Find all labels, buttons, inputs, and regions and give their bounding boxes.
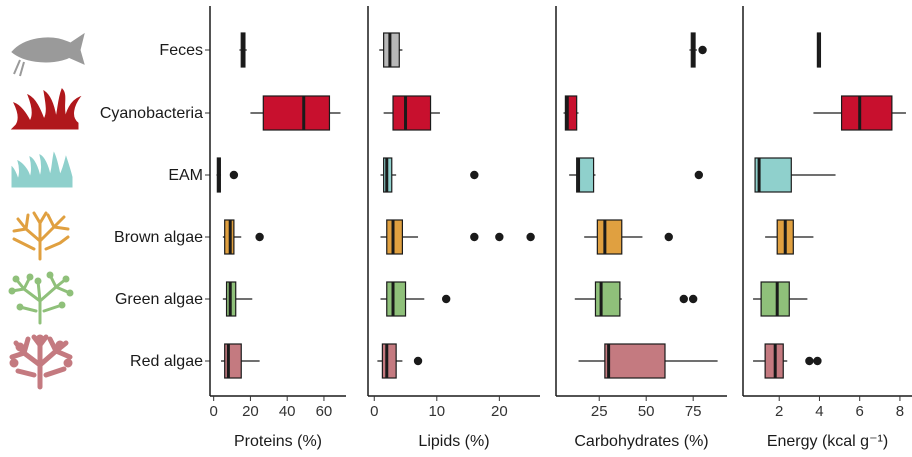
box-brown-algae	[380, 219, 535, 255]
x-axis-title: Carbohydrates (%)	[574, 433, 708, 450]
box-eam	[380, 157, 479, 193]
box-iqr	[383, 32, 400, 68]
outlier-point	[813, 356, 822, 366]
category-label-brown-algae: Brown algae	[114, 229, 203, 246]
x-axis-title: Proteins (%)	[234, 433, 322, 450]
box-iqr	[760, 281, 790, 317]
brown-algae-icon-shape	[12, 211, 70, 261]
outlier-point	[805, 356, 814, 366]
green-algae-icon	[7, 270, 75, 325]
category-label-green-algae: Green algae	[115, 291, 203, 308]
box-iqr	[594, 281, 621, 317]
box-red-algae	[221, 343, 260, 379]
fish-icon	[11, 33, 85, 77]
outlier-point	[698, 45, 707, 55]
box-iqr	[381, 343, 397, 379]
x-tick-label: 0	[370, 403, 378, 420]
outlier-point	[413, 356, 423, 366]
outlier-point	[229, 170, 239, 180]
box-cyanobacteria	[813, 95, 906, 131]
category-labels: Feces Cyanobacteria EAM Brown algae Green al…	[100, 42, 210, 370]
box-iqr	[392, 95, 432, 131]
cyanobacteria-icon-shape	[11, 88, 81, 130]
red-algae-icon-shape	[10, 335, 72, 387]
box-green-algae	[222, 281, 253, 317]
outlier-point	[694, 170, 704, 180]
box-red-algae	[753, 343, 822, 379]
panel-carbohydrates: 25 50 75 Carbohydrates (%)	[555, 6, 727, 450]
box-green-algae	[753, 281, 808, 317]
category-label-red-algae: Red algae	[130, 353, 203, 370]
eam-turf-icon	[11, 152, 73, 188]
x-tick-label: 60	[316, 403, 333, 420]
box-feces	[689, 32, 707, 68]
x-tick-label: 2	[775, 403, 783, 420]
organism-icons	[7, 33, 85, 387]
box-red-algae	[578, 343, 718, 379]
category-label-eam: EAM	[168, 167, 203, 184]
fish-icon-shape	[11, 33, 85, 77]
box-feces	[379, 32, 403, 68]
outlier-point	[526, 232, 535, 242]
box-brown-algae	[222, 219, 264, 255]
outlier-point	[664, 232, 673, 242]
box-feces	[816, 32, 822, 68]
x-tick-label: 4	[815, 403, 823, 420]
eam-turf-icon-shape	[11, 152, 73, 188]
box-iqr	[262, 95, 331, 131]
box-feces	[239, 32, 247, 68]
red-algae-icon	[10, 335, 72, 387]
x-tick-label: 75	[685, 403, 702, 420]
category-label-feces: Feces	[159, 42, 203, 59]
box-eam	[569, 157, 704, 193]
x-tick-label: 20	[242, 403, 259, 420]
green-algae-icon-shape	[7, 270, 75, 325]
outlier-point	[688, 294, 698, 304]
outlier-point	[470, 232, 479, 242]
x-tick-label: 40	[279, 403, 296, 420]
box-green-algae	[380, 281, 451, 317]
category-label-cyanobacteria: Cyanobacteria	[100, 105, 203, 122]
box-iqr	[840, 95, 893, 131]
x-tick-label: 25	[591, 403, 608, 420]
outlier-point	[495, 232, 504, 242]
box-iqr	[596, 219, 623, 255]
box-brown-algae	[584, 219, 673, 255]
box-green-algae	[574, 281, 698, 317]
box-eam	[754, 157, 836, 193]
box-cyanobacteria	[250, 95, 341, 131]
cyanobacteria-icon	[11, 88, 81, 130]
outlier-point	[679, 294, 688, 304]
brown-algae-icon	[12, 211, 70, 261]
box-iqr	[564, 95, 578, 131]
x-tick-label: 0	[210, 403, 218, 420]
outlier-point	[441, 294, 451, 304]
x-tick-label: 50	[638, 403, 655, 420]
x-axis-title: Energy (kcal g⁻¹)	[767, 433, 888, 450]
box-red-algae	[377, 343, 423, 379]
box-iqr	[386, 219, 404, 255]
x-tick-label: 6	[856, 403, 864, 420]
panel-proteins: 0 20 40 60 Proteins (%)	[209, 6, 346, 450]
box-iqr	[576, 157, 595, 193]
box-cyanobacteria	[563, 95, 579, 131]
x-tick-label: 10	[428, 403, 445, 420]
box-eam	[216, 157, 239, 193]
box-iqr	[604, 343, 666, 379]
outlier-point	[470, 170, 479, 180]
x-tick-label: 8	[896, 403, 904, 420]
x-axis-title: Lipids (%)	[418, 433, 489, 450]
box-cyanobacteria	[383, 95, 440, 131]
box-iqr	[386, 281, 407, 317]
x-tick-label: 20	[491, 403, 508, 420]
panel-energy: 2 4 6 8 Energy (kcal g⁻¹)	[742, 6, 912, 450]
box-brown-algae	[765, 219, 814, 255]
box-iqr	[754, 157, 792, 193]
outlier-point	[255, 232, 264, 242]
